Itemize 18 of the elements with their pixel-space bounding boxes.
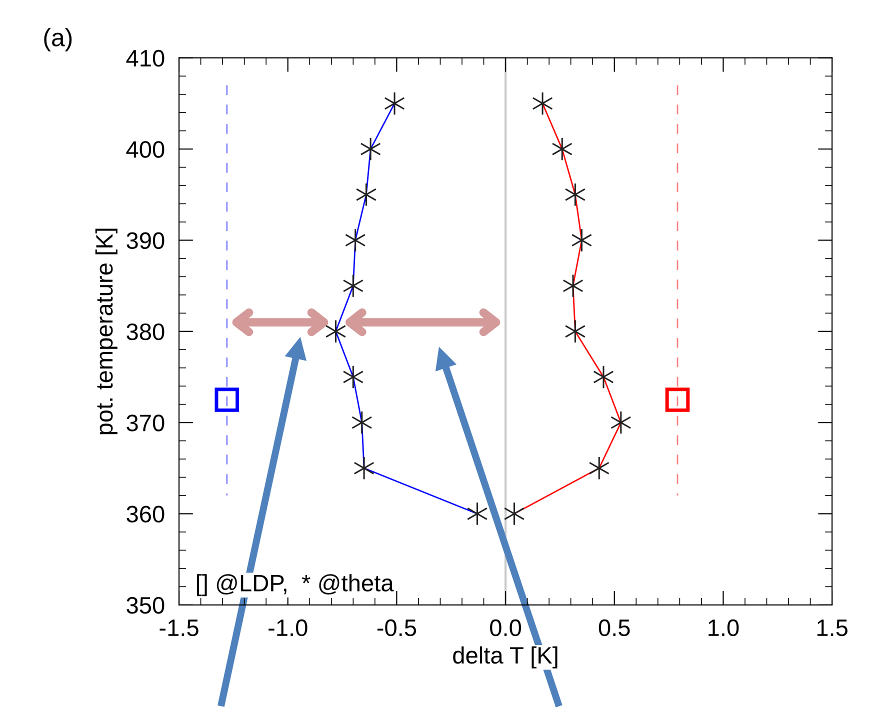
x-tick-label: 1.0 bbox=[708, 619, 739, 636]
y-axis-title: pot. temperature [K] bbox=[95, 228, 118, 434]
text: (a) bbox=[44, 28, 72, 52]
y-tick-label: 410 bbox=[126, 50, 164, 67]
y-tick-label: 370 bbox=[126, 414, 164, 432]
y-tick-label: 350 bbox=[126, 596, 164, 614]
annotation: [] @LDP, * @theta bbox=[197, 574, 394, 596]
y-tick-label: 380 bbox=[126, 323, 164, 340]
x-tick-label: -0.5 bbox=[377, 619, 416, 636]
y-tick-label: 400 bbox=[126, 141, 164, 158]
x-tick-label: 1.5 bbox=[817, 620, 848, 636]
x-tick-label: -1.0 bbox=[268, 619, 308, 636]
x-tick-label: -1.5 bbox=[160, 620, 198, 636]
x-tick-label: 0.5 bbox=[598, 619, 630, 636]
y-tick-label: 390 bbox=[126, 232, 164, 250]
x-tick-label: 0.0 bbox=[490, 619, 522, 636]
x-axis-title: delta T [K] bbox=[453, 646, 558, 668]
y-tick-label: 360 bbox=[126, 506, 164, 523]
